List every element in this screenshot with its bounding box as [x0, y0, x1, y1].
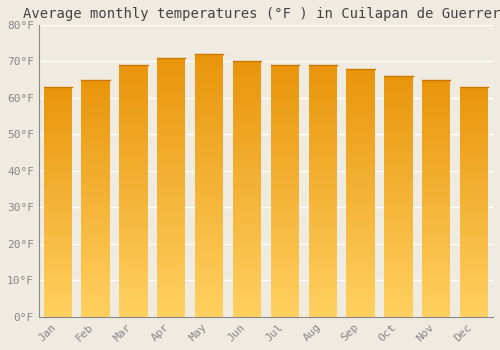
Title: Average monthly temperatures (°F ) in Cuilapan de Guerrero: Average monthly temperatures (°F ) in Cu… [23, 7, 500, 21]
